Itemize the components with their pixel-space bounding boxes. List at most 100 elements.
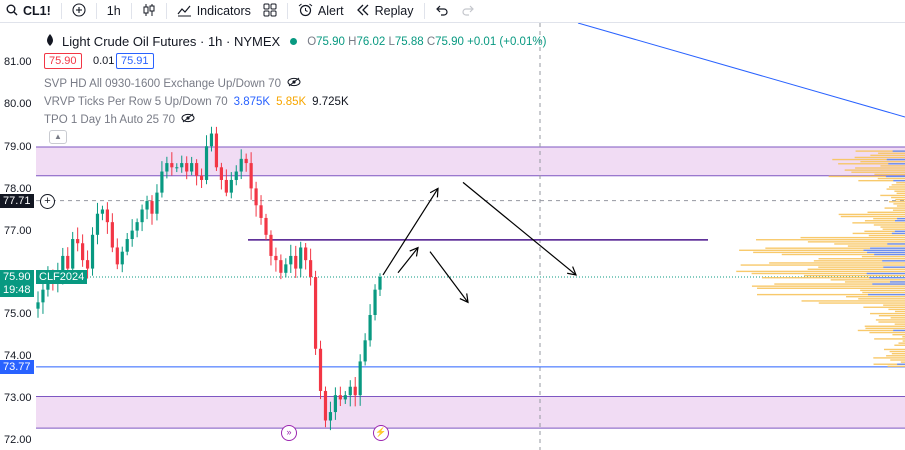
price-chart[interactable] [0,23,905,450]
volume-profile-bar [851,171,905,173]
market-status-dot [290,38,298,45]
buy-price-button[interactable]: 75.91 [116,53,154,69]
volume-profile-bar [888,163,905,165]
collapse-legend-button[interactable]: ▲ [49,130,67,144]
plus-icon: + [44,195,51,207]
candle-body [328,412,333,421]
candle-body [299,247,303,269]
candle-body [323,390,328,421]
undo-button[interactable] [429,0,455,22]
volume-profile-bar [889,350,905,353]
candle-body [140,209,144,223]
candle-body [274,255,278,261]
volume-profile-bar [896,205,905,207]
candle-body [284,264,288,273]
volume-profile-bar [873,363,905,365]
replay-button[interactable]: Replay [350,0,420,22]
volume-profile-bar [840,215,905,218]
alert-label: Alert [317,4,344,18]
candle-body [289,255,293,265]
compare-symbol-button[interactable] [66,0,92,22]
interval-label: 1h [106,4,121,18]
alert-button[interactable]: Alert [292,0,350,22]
vrvp-indicator-label: VRVP Ticks Per Row 5 Up/Down 70 [44,96,228,108]
volume-profile-bar [757,287,905,289]
volume-profile-bar [898,342,905,344]
volume-profile-bar [902,340,905,342]
volume-profile-bar [894,323,905,325]
volume-profile-bar [867,251,905,254]
ohlc-values: O75.90 H76.02 L75.88 C75.90 +0.01 (+0.01… [307,35,547,48]
price-tick: 78.00 [4,183,32,195]
layouts-button[interactable] [257,0,283,22]
event-marker-dividend[interactable]: » [281,425,297,441]
volume-profile-bar [883,348,905,351]
spread-value: 0.01 [88,53,120,69]
volume-profile-bar [887,243,905,245]
volume-profile-bar [878,152,905,154]
symbol-search-button[interactable]: CL1! [0,0,57,22]
candle-body [229,179,233,193]
candle-body [160,171,164,193]
price-tick: 77.00 [4,225,32,237]
volume-profile-bar [894,310,905,313]
volume-profile-bar [870,312,905,315]
redo-button[interactable] [455,0,481,22]
tpo-indicator-row[interactable]: TPO 1 Day 1h Auto 25 70 [44,113,195,126]
candle-body [76,239,80,244]
volume-profile-bar [838,163,905,165]
toolbar-divider [130,3,132,19]
volume-profile-bar [761,277,905,279]
volume-profile-bar [880,194,905,197]
svp-indicator-row[interactable]: SVP HD All 0930-1600 Exchange Up/Down 70 [44,77,301,90]
volume-profile-bar [864,230,905,232]
candle-body [120,251,124,265]
volume-profile-bar [872,283,905,285]
volume-profile-bar [892,209,905,211]
price-tick: 75.00 [4,308,32,320]
toolbar-divider [423,3,425,19]
volume-profile-bar [862,291,905,294]
volume-profile-bar [865,327,905,330]
candle-body [333,395,337,413]
price-change: +0.01 (+0.01%) [467,35,547,48]
volume-profile-bar [807,241,905,243]
candle-body [244,158,248,164]
candle-body [105,209,109,223]
price-tick: 72.00 [4,434,32,446]
candle-body [343,395,347,400]
candle-body [180,163,184,168]
candle-body [348,386,352,396]
arrow-up-short-head [409,246,419,257]
indicators-button[interactable]: Indicators [171,0,257,22]
chart-type-button[interactable] [136,0,162,22]
indicators-label: Indicators [196,4,251,18]
event-marker-flash[interactable]: ⚡ [373,425,389,441]
volume-profile-bar [736,270,905,273]
volume-profile-bar [807,268,905,270]
candle-body [90,234,95,269]
volume-profile-bar [866,272,905,275]
hidden-eye-icon[interactable] [181,113,195,126]
volume-profile-bar [830,279,905,281]
hidden-eye-icon[interactable] [287,77,301,90]
vrvp-indicator-row[interactable]: VRVP Ticks Per Row 5 Up/Down 70 3.875K 5… [44,96,349,108]
volume-profile-bar [894,190,905,192]
volume-profile-bar [852,232,905,235]
top-toolbar: CL1! 1h Indicators Alert [0,0,905,23]
svp-indicator-label: SVP HD All 0930-1600 Exchange Up/Down 70 [44,77,281,90]
vrvp-down-value: 5.85K [276,96,307,108]
candle-body [368,315,372,341]
volume-profile-bar [751,272,905,275]
volume-profile-bar [884,207,905,209]
bar-countdown-label: 19:48 [0,283,34,297]
candle-body [41,289,45,303]
volume-profile-bar [889,201,905,203]
interval-button[interactable]: 1h [101,0,127,22]
volume-profile-bar [888,186,905,188]
volume-profile-bar [893,179,905,182]
volume-profile-bar [740,264,905,266]
add-at-price-button[interactable]: + [40,194,55,209]
sell-price-button[interactable]: 75.90 [44,53,82,69]
symbol-label: CL1! [23,4,51,18]
